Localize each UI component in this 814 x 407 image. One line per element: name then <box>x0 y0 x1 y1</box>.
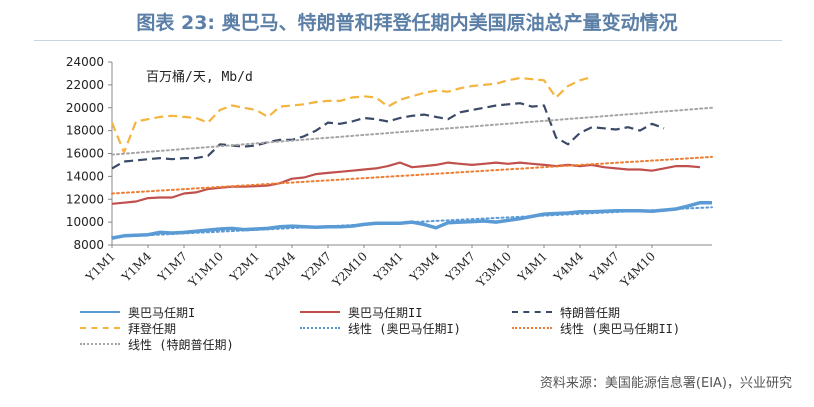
legend-label: 特朗普任期 <box>560 305 621 320</box>
chart-axes: 8000 10000 12000 14000 16000 18000 20000 22000 2… <box>66 55 712 290</box>
legend-label: 奥巴马任期II <box>348 305 423 320</box>
legend-swatch <box>512 327 552 329</box>
x-tick-label: Y3M1 <box>370 249 406 285</box>
y-tick-label: 12000 <box>66 192 104 206</box>
legend-item: 线性 (奥巴马任期II) <box>512 320 680 336</box>
x-tick-label: Y2M1 <box>226 249 262 285</box>
title-divider <box>34 40 782 41</box>
y-tick-label: 20000 <box>66 101 104 115</box>
y-tick-label: 10000 <box>66 215 104 229</box>
legend-swatch <box>80 311 120 313</box>
legend-swatch <box>80 343 120 345</box>
legend-swatch <box>300 327 340 329</box>
legend-label: 拜登任期 <box>128 321 177 336</box>
x-tick-label: Y4M10 <box>617 249 658 290</box>
legend-item: 奥巴马任期I <box>80 304 195 320</box>
legend-item: 特朗普任期 <box>512 304 620 320</box>
legend-swatch <box>512 311 552 313</box>
legend-label: 线性 (特朗普任期) <box>128 337 234 352</box>
y-tick-label: 8000 <box>73 238 104 252</box>
y-tick-label: 22000 <box>66 78 104 92</box>
legend-item: 奥巴马任期II <box>300 304 422 320</box>
x-tick-label: Y2M10 <box>329 249 370 290</box>
legend-swatch <box>300 311 340 313</box>
unit-label: 百万桶/天, Mb/d <box>146 70 253 85</box>
chart-series-layer <box>110 75 713 240</box>
chart-legend: 奥巴马任期I 奥巴马任期II 特朗普任期拜登任期 线性 (奥巴马任期I) 线性 (奥巴马… <box>80 304 780 354</box>
legend-item: 线性 (奥巴马任期I) <box>300 320 461 336</box>
legend-item: 线性 (特朗普任期) <box>80 336 234 352</box>
y-tick-label: 18000 <box>66 124 104 138</box>
x-tick-label: Y1M4 <box>118 249 154 285</box>
x-tick-label: Y3M4 <box>406 249 442 285</box>
legend-swatch <box>80 327 120 329</box>
page-title: 图表 23: 奥巴马、特朗普和拜登任期内美国原油总产量变动情况 <box>136 12 678 34</box>
series-3-line <box>110 75 593 154</box>
x-tick-label: Y4M1 <box>514 249 550 285</box>
x-tick-label: Y1M10 <box>185 249 226 290</box>
x-tick-label: Y3M10 <box>473 249 514 290</box>
x-tick-label: Y1M1 <box>82 249 118 285</box>
y-tick-label: 24000 <box>66 55 104 69</box>
legend-label: 线性 (奥巴马任期I) <box>348 321 461 336</box>
series-4-line <box>111 206 713 238</box>
x-tick-label: Y4M4 <box>550 249 586 285</box>
y-tick-label: 16000 <box>66 147 104 161</box>
legend-item: 拜登任期 <box>80 320 176 336</box>
series-2-line <box>111 102 665 170</box>
series-1-line <box>111 161 701 205</box>
y-tick-label: 14000 <box>66 169 104 183</box>
source-note: 资料来源：美国能源信息署(EIA)，兴业研究 <box>539 376 792 391</box>
legend-label: 线性 (奥巴马任期II) <box>560 321 681 336</box>
x-tick-label: Y2M4 <box>262 249 298 285</box>
series-5-line <box>111 155 713 195</box>
legend-label: 奥巴马任期I <box>128 305 196 320</box>
series-6-line <box>111 106 713 156</box>
